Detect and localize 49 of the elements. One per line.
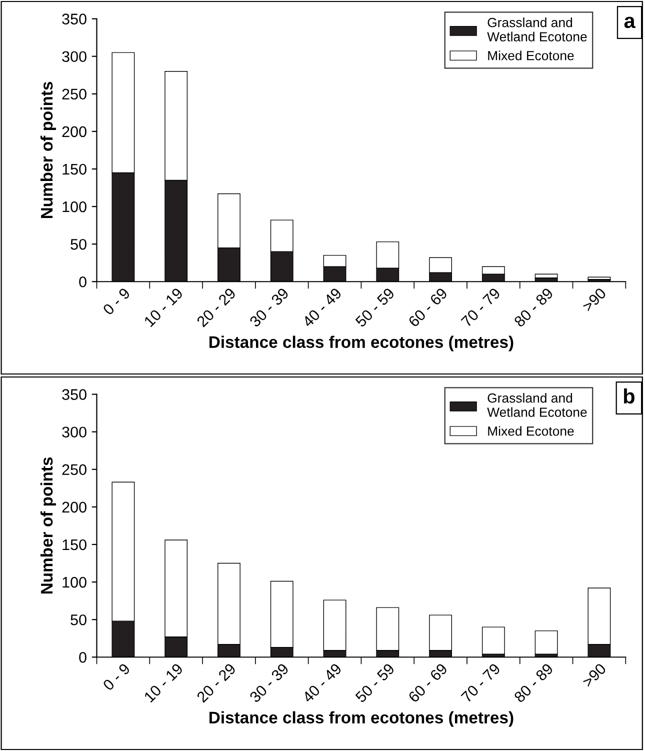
x-tick-label: 60 - 69 xyxy=(408,662,448,703)
annotation: a xyxy=(624,16,636,28)
legend-label: Mixed Ecotone xyxy=(488,50,574,60)
x-tick-label: >90 xyxy=(582,287,607,312)
x-tick-label: 30 - 39 xyxy=(248,287,290,328)
y-tick-label: 50 xyxy=(70,238,86,250)
y-tick-label: 100 xyxy=(62,576,86,588)
x-tick-label: 30 - 39 xyxy=(248,662,290,704)
y-tick-label: 0 xyxy=(79,652,86,663)
y-tick-label: 100 xyxy=(62,201,86,212)
y-tick-label: 300 xyxy=(62,51,86,62)
y-tick-label: 50 xyxy=(70,614,86,626)
x-axis-title: Distance class from ecotones (metres) xyxy=(209,336,514,352)
y-tick-label: 300 xyxy=(62,426,86,438)
y-tick-label: 200 xyxy=(62,126,86,138)
x-tick-label: 0 - 9 xyxy=(102,287,131,316)
x-tick-label: 50 - 59 xyxy=(354,287,396,328)
legend-label: Grassland and Wetland Ecotone xyxy=(487,18,587,42)
y-tick-label: 150 xyxy=(62,539,86,550)
bar xyxy=(482,626,505,654)
x-tick-label: 80 - 89 xyxy=(513,662,554,704)
y-axis-title: Number of points xyxy=(40,82,56,218)
y-tick-label: 350 xyxy=(62,389,86,400)
x-axis-title: Distance class from ecotones (metres) xyxy=(209,711,514,727)
x-tick-label: 0 - 9 xyxy=(102,662,131,692)
x-tick-label: 40 - 49 xyxy=(302,662,342,704)
x-tick-label: 60 - 69 xyxy=(408,287,448,328)
bar xyxy=(534,630,558,654)
x-tick-label: 10 - 19 xyxy=(144,662,184,703)
annotation: b xyxy=(624,388,634,404)
x-tick-label: 20 - 29 xyxy=(196,662,236,704)
x-tick-label: 20 - 29 xyxy=(196,287,236,328)
x-tick-label: 10 - 19 xyxy=(144,287,184,328)
x-tick-label: 50 - 59 xyxy=(354,662,396,704)
legend-label: Grassland and Wetland Ecotone xyxy=(487,393,587,417)
y-tick-label: 250 xyxy=(62,464,86,476)
x-tick-label: 80 - 89 xyxy=(513,287,554,328)
x-tick-label: >90 xyxy=(582,662,607,688)
legend-label: Mixed Ecotone xyxy=(488,426,574,436)
x-tick-label: 70 - 79 xyxy=(460,287,501,328)
y-tick-label: 250 xyxy=(62,88,86,100)
bar xyxy=(534,274,558,278)
y-tick-label: 150 xyxy=(62,164,86,175)
y-tick-label: 200 xyxy=(62,502,86,513)
y-tick-label: 350 xyxy=(62,14,86,24)
x-tick-label: 40 - 49 xyxy=(302,287,342,328)
y-tick-label: 0 xyxy=(79,276,86,288)
x-tick-label: 70 - 79 xyxy=(460,662,501,703)
y-axis-title: Number of points xyxy=(40,457,56,594)
